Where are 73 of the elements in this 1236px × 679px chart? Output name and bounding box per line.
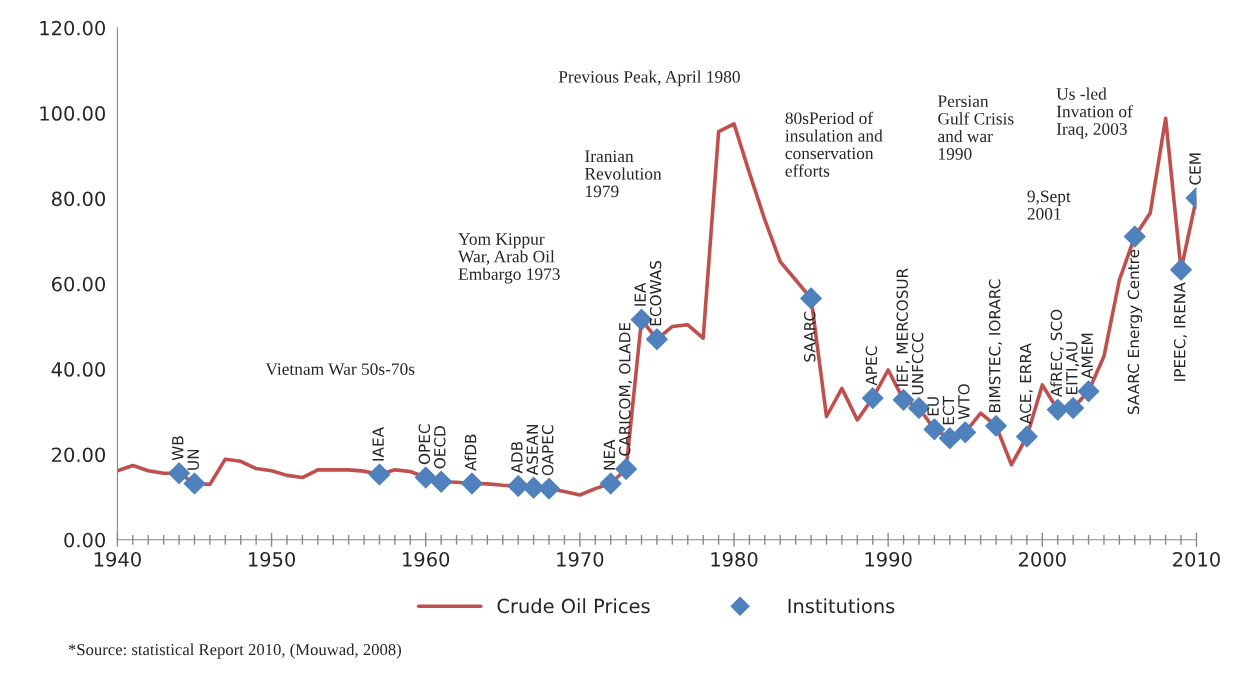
point [800, 287, 822, 310]
annotation: Vietnam War 50s-70s [265, 363, 415, 376]
annotation: IAEA [372, 427, 384, 461]
annotation: WB [172, 436, 184, 461]
annotation: OPEC [418, 424, 431, 465]
annotation: IPEEC, IRENA [1173, 282, 1188, 381]
annotation: IEF, MERCOSUR [896, 268, 910, 386]
x-tick-label: 1970 [557, 551, 604, 567]
annotation: Previous Peak, April 1980 [558, 70, 740, 87]
point [1062, 397, 1085, 419]
x-tick-label: 1980 [711, 551, 758, 567]
annotation: AfREC, SCO [1050, 309, 1064, 398]
y-tick-label: 0.00 [64, 532, 106, 548]
legend-label: Institutions [788, 598, 895, 614]
y-tick-label: 40.00 [51, 362, 106, 377]
x-tick-label: 1940 [94, 551, 141, 567]
x-tick-label: 2000 [1018, 551, 1066, 567]
point [1077, 380, 1100, 403]
point [938, 427, 961, 450]
legend-label: Crude Oil Prices [497, 598, 650, 614]
annotation: 80sPeriod of insulation and conservation efforts [785, 111, 883, 177]
annotation: CARICOM, OLADE [618, 322, 633, 456]
y-tick-label: 80.00 [51, 191, 106, 207]
annotation: APEC [865, 346, 878, 386]
annotation: OECD [434, 426, 446, 469]
text: *Source: statistical Report 2010, (Mouwad, 2008) [68, 643, 401, 659]
point [430, 470, 453, 493]
annotation: BIMSTEC, IORARC [988, 279, 1003, 412]
point [985, 415, 1007, 437]
annotation: WTO [958, 384, 970, 420]
point [1046, 398, 1069, 421]
annotation: Persian Gulf Crisis and war 1990 [937, 95, 1014, 160]
point [1016, 425, 1038, 448]
annotation: EITI,AU [1066, 342, 1080, 394]
point [861, 387, 884, 410]
annotation: AMEM [1081, 333, 1093, 379]
annotation: 9,Sept 2001 [1027, 190, 1071, 220]
x-tick-label: 1950 [248, 551, 296, 567]
y-tick-label: 100.00 [40, 106, 106, 121]
annotation: OAPEC [541, 425, 554, 476]
annotation: Yom Kippur War, Arab Oil Embargo 1973 [458, 233, 560, 284]
annotation: ACE, ERRA [1019, 343, 1033, 424]
point [183, 472, 206, 495]
point [538, 477, 560, 500]
y-tick-label: 20.00 [52, 447, 106, 463]
x-tick-label: 1960 [403, 551, 450, 567]
point [646, 328, 668, 351]
annotation: UN [187, 449, 199, 470]
annotation: ECT [942, 396, 955, 425]
point [368, 463, 391, 486]
annotation: Us -led Invation of Iraq, 2003 [1056, 87, 1133, 139]
annotation: SAARC Energy Centre [1127, 249, 1143, 415]
point [599, 472, 622, 495]
y-tick-label: 60.00 [52, 276, 106, 292]
point [615, 458, 637, 480]
annotation: CEM [1189, 153, 1201, 185]
point [1123, 225, 1146, 248]
x-tick-label: 2010 [1173, 551, 1220, 567]
annotation: NEA [603, 439, 615, 470]
annotation: EU [927, 397, 939, 416]
point [461, 472, 483, 495]
annotation: Iranian Revolution 1979 [584, 150, 662, 198]
annotation: AfDB [464, 434, 477, 471]
annotation: IEA [634, 282, 646, 306]
point [1170, 258, 1192, 281]
y-tick-label: 120.00 [40, 20, 106, 36]
x-tick-label: 1990 [865, 551, 912, 567]
annotation: ASEAN [526, 425, 539, 476]
annotation: SAARC [803, 311, 816, 362]
annotation: UNFCCC [911, 332, 924, 395]
annotation: ECOWAS [649, 260, 662, 326]
annotation: ADB [511, 441, 523, 474]
point [954, 421, 977, 444]
